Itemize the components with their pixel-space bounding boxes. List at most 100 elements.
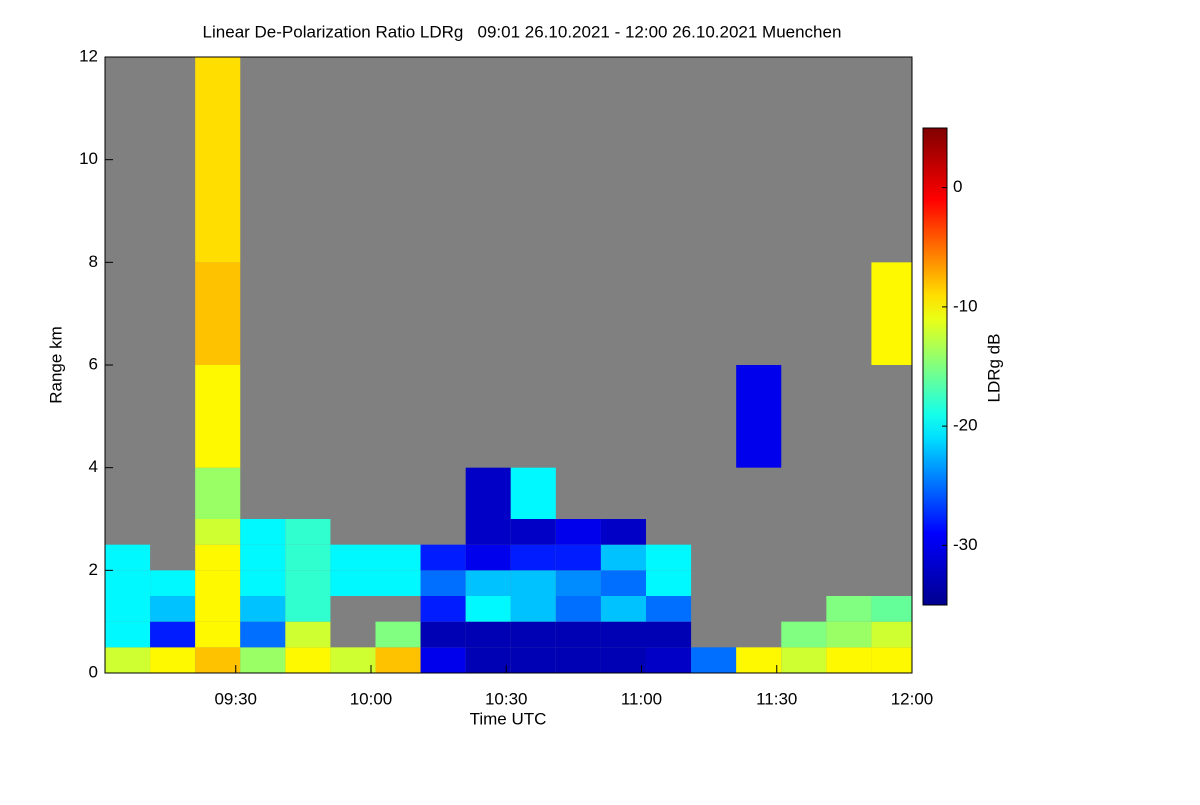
- heatmap-cell: [465, 596, 511, 622]
- x-axis-label: Time UTC: [470, 709, 547, 728]
- heatmap-cell: [510, 596, 556, 622]
- heatmap-cell: [646, 570, 692, 596]
- heatmap-cell: [600, 596, 647, 622]
- heatmap-cell: [646, 544, 692, 571]
- colorbar: [922, 127, 948, 606]
- heatmap-cell: [105, 544, 151, 571]
- heatmap-cell: [105, 596, 151, 622]
- heatmap-cell: [375, 621, 421, 648]
- x-tick-label: 09:30: [214, 689, 257, 708]
- heatmap-cell: [150, 621, 196, 648]
- heatmap-cell: [420, 647, 466, 673]
- heatmap-cell: [285, 647, 331, 673]
- heatmap-cell: [871, 647, 912, 673]
- heatmap-cell: [240, 647, 286, 673]
- heatmap-cell: [195, 262, 241, 365]
- heatmap-cell: [510, 519, 556, 545]
- heatmap-cell: [465, 544, 511, 571]
- heatmap-cell: [736, 365, 782, 468]
- colorbar-tick-label: 0: [953, 177, 962, 196]
- heatmap-cell: [600, 570, 647, 596]
- heatmap-cell: [510, 544, 556, 571]
- heatmap-cell: [285, 519, 331, 545]
- heatmap-cell: [465, 621, 511, 648]
- heatmap-cell: [285, 596, 331, 622]
- colorbar-tick-label: -20: [953, 416, 978, 435]
- y-axis-label: Range km: [46, 326, 65, 403]
- heatmap-cell: [555, 621, 601, 648]
- heatmap-cell: [195, 467, 241, 519]
- heatmap-cell: [195, 519, 241, 545]
- heatmap-cell: [375, 647, 421, 673]
- heatmap-cell: [871, 596, 912, 622]
- heatmap-cell: [420, 544, 466, 571]
- heatmap-cell: [510, 467, 556, 519]
- heatmap-cell: [600, 519, 647, 545]
- y-tick-label: 12: [79, 46, 98, 65]
- heatmap-cell: [195, 544, 241, 571]
- heatmap-cell: [375, 544, 421, 571]
- x-tick-label: 12:00: [891, 689, 934, 708]
- heatmap-cell: [330, 570, 376, 596]
- heatmap-cell: [600, 621, 647, 648]
- heatmap-cell: [691, 647, 737, 673]
- heatmap-cell: [330, 544, 376, 571]
- heatmap-cell: [465, 467, 511, 519]
- heatmap-cell: [330, 647, 376, 673]
- y-tick-label: 8: [89, 252, 98, 271]
- heatmap-cell: [150, 596, 196, 622]
- heatmap-cell: [195, 570, 241, 596]
- heatmap-cell: [510, 647, 556, 673]
- heatmap-cell: [646, 621, 692, 648]
- heatmap-cell: [871, 621, 912, 648]
- heatmap-cell: [465, 519, 511, 545]
- heatmap-cell: [781, 621, 827, 648]
- heatmap-cell: [375, 570, 421, 596]
- heatmap-cell: [195, 57, 241, 263]
- x-tick-label: 11:00: [621, 689, 662, 708]
- heatmap-cell: [871, 262, 912, 365]
- y-tick-label: 2: [89, 560, 98, 579]
- heatmap-cell: [420, 621, 466, 648]
- y-tick-label: 4: [89, 457, 98, 476]
- heatmap-cell: [600, 647, 647, 673]
- chart-title: Linear De-Polarization Ratio LDRg 09:01 …: [203, 22, 842, 41]
- heatmap-cell: [105, 621, 151, 648]
- heatmap-cell: [195, 621, 241, 648]
- heatmap-cell: [285, 544, 331, 571]
- heatmap-cell: [555, 596, 601, 622]
- heatmap-cell: [555, 570, 601, 596]
- colorbar-tick-label: -10: [953, 296, 978, 315]
- heatmap-cell: [826, 647, 872, 673]
- heatmap-cell: [105, 647, 151, 673]
- heatmap-cell: [465, 570, 511, 596]
- y-tick-label: 6: [89, 354, 98, 373]
- heatmap-cell: [646, 596, 692, 622]
- y-tick-label: 0: [89, 662, 98, 681]
- heatmap-cell: [510, 570, 556, 596]
- heatmap-cell: [826, 596, 872, 622]
- heatmap-cell: [195, 365, 241, 468]
- x-tick-label: 10:30: [485, 689, 528, 708]
- heatmap-cell: [555, 519, 601, 545]
- heatmap-cell: [195, 596, 241, 622]
- heatmap-cell: [105, 570, 151, 596]
- heatmap-cell: [826, 621, 872, 648]
- heatmap-cell: [150, 570, 196, 596]
- x-tick-label: 10:00: [350, 689, 393, 708]
- heatmap-cell: [781, 647, 827, 673]
- x-tick-label: 11:30: [756, 689, 797, 708]
- colorbar-tick-label: -30: [953, 535, 978, 554]
- heatmap-cell: [646, 647, 692, 673]
- heatmap-cell: [420, 570, 466, 596]
- colorbar-label: LDRg dB: [984, 334, 1003, 403]
- heatmap-cell: [285, 570, 331, 596]
- heatmap-cell: [150, 647, 196, 673]
- heatmap-cell: [195, 647, 241, 673]
- heatmap-cell: [555, 544, 601, 571]
- heatmap-cell: [240, 570, 286, 596]
- heatmap-cell: [240, 621, 286, 648]
- heatmap-cell: [736, 647, 782, 673]
- heatmap-cell: [240, 519, 286, 545]
